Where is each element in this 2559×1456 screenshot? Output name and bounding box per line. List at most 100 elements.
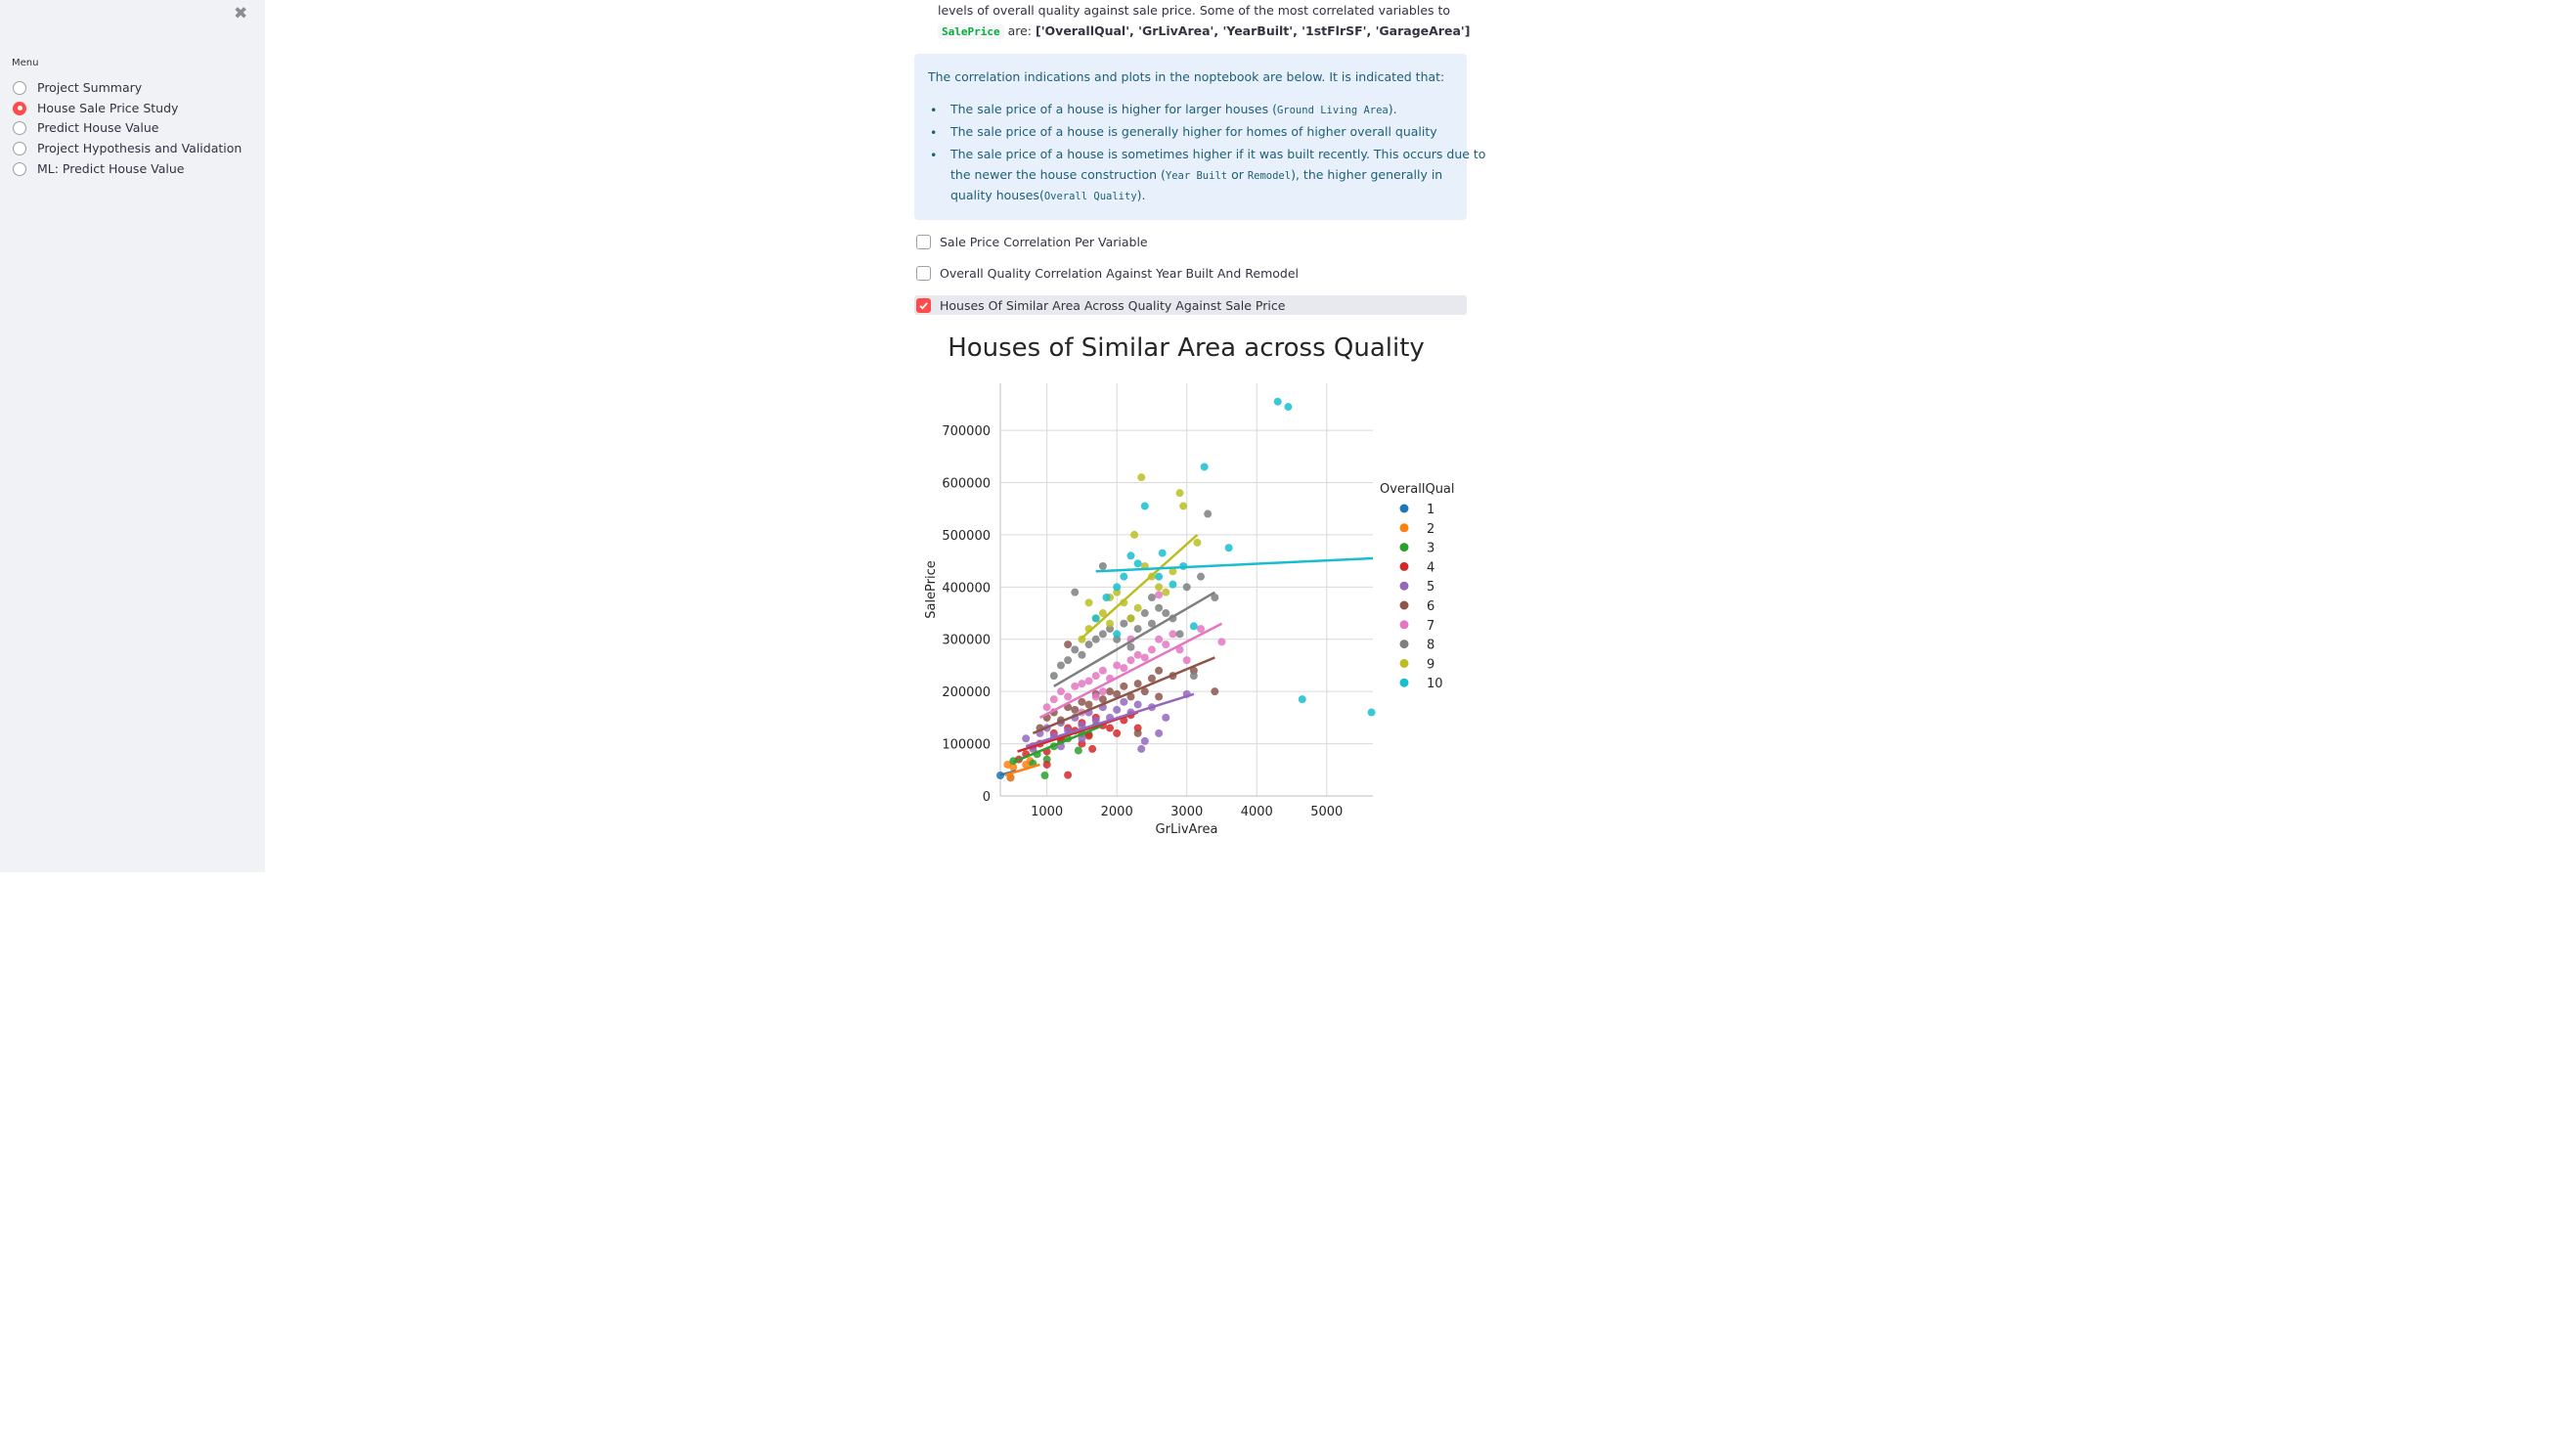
scatter-point: [1182, 656, 1191, 665]
y-axis-label: SalePrice: [924, 560, 939, 619]
y-tick-label: 300000: [942, 634, 991, 648]
legend-label: 3: [1427, 542, 1434, 556]
checkbox-unchecked-icon[interactable]: [916, 265, 931, 281]
scatter-point: [1217, 638, 1226, 646]
scatter-point: [1064, 640, 1073, 649]
x-axis-label: GrLivArea: [1156, 822, 1218, 837]
y-tick-label: 200000: [942, 685, 991, 700]
legend-marker: [1399, 581, 1409, 591]
scatter-point: [1155, 728, 1164, 737]
nav-radio-item[interactable]: Project Hypothesis and Validation: [13, 139, 242, 157]
regression-line: [1004, 763, 1040, 776]
checkbox-row[interactable]: Overall Quality Correlation Against Year…: [914, 263, 1467, 283]
nav-radio-label: House Sale Price Study: [37, 101, 179, 115]
nav-radio-label: Project Summary: [37, 80, 143, 95]
scatter-point: [1140, 609, 1149, 618]
nav-radio-item[interactable]: ML: Predict House Value: [13, 159, 184, 178]
intro-text-are: are:: [1007, 23, 1033, 38]
info-bullet-3: The sale price of a house is sometimes h…: [950, 147, 1486, 202]
scatter-point: [1133, 625, 1142, 634]
info-alert: The correlation indications and plots in…: [914, 54, 1485, 220]
checkbox-unchecked-icon[interactable]: [916, 234, 931, 249]
bullet-dot: •: [930, 103, 938, 117]
scatter-point: [1088, 744, 1097, 753]
scatter-point: [1091, 716, 1100, 725]
scatter-point: [1056, 661, 1065, 670]
scatter-point: [1175, 645, 1184, 654]
scatter-point: [1179, 502, 1188, 510]
scatter-point: [1120, 682, 1128, 690]
scatter-point: [1064, 771, 1073, 779]
y-tick-label: 600000: [942, 476, 991, 491]
scatter-point: [1126, 614, 1135, 623]
scatter-point: [1126, 642, 1135, 651]
nav-radio-label: Predict House Value: [37, 120, 159, 135]
x-tick-label: 3000: [1170, 805, 1203, 819]
scatter-point: [1064, 692, 1073, 701]
scatter-point: [1009, 763, 1018, 772]
nav-radio-label: ML: Predict House Value: [37, 161, 185, 176]
scatter-point: [1071, 682, 1080, 690]
checkbox-row[interactable]: Sale Price Correlation Per Variable: [914, 232, 1467, 251]
scatter-point: [1113, 689, 1122, 698]
scatter-point: [1158, 549, 1167, 557]
scatter-point: [1147, 594, 1156, 602]
scatter-point: [1162, 588, 1170, 596]
scatter-point: [1102, 594, 1111, 602]
radio-unchecked-icon[interactable]: [13, 161, 26, 176]
nav-radio-item[interactable]: Predict House Value: [13, 118, 159, 137]
chart-title: Houses of Similar Area across Quality: [948, 333, 1425, 363]
regression-line: [1095, 556, 1374, 573]
scatter-point: [1162, 609, 1170, 618]
scatter-point: [1078, 697, 1086, 706]
scatter-point: [1106, 724, 1115, 732]
x-tick-label: 1000: [1031, 805, 1063, 819]
scatter-point: [1049, 695, 1058, 704]
scatter-point: [1155, 692, 1164, 701]
info-bullet-1: The sale price of a house is higher for …: [950, 102, 1397, 116]
checkbox-checked-icon[interactable]: [916, 297, 931, 313]
scatter-point: [1091, 672, 1100, 681]
scatter-point: [1106, 619, 1115, 628]
y-tick-label: 100000: [942, 738, 991, 753]
scatter-point: [1273, 397, 1282, 406]
x-tick-label: 5000: [1310, 805, 1343, 819]
legend-marker: [1399, 523, 1409, 533]
scatter-point: [1147, 645, 1156, 654]
scatter-point: [1155, 666, 1164, 675]
scatter-point: [1098, 666, 1107, 675]
scatter-point: [1126, 552, 1135, 560]
scatter-point: [1084, 731, 1093, 740]
y-tick-label: 700000: [942, 424, 991, 439]
x-tick-label: 2000: [1101, 805, 1133, 819]
legend-label: 7: [1427, 619, 1434, 634]
scatter-point: [1193, 538, 1202, 547]
radio-unchecked-icon[interactable]: [13, 80, 26, 95]
legend-label: 2: [1427, 522, 1434, 537]
scatter-point: [1078, 734, 1086, 743]
scatter-point: [1169, 580, 1177, 589]
scatter-point: [1022, 734, 1031, 743]
scatter-point: [1133, 559, 1142, 568]
intro-correlated-vars: ['OverallQual', 'GrLivArea', 'YearBuilt'…: [1036, 23, 1471, 38]
regression-line: [1025, 692, 1195, 748]
legend-label: 9: [1427, 657, 1434, 672]
nav-radio-item[interactable]: House Sale Price Study: [13, 99, 178, 117]
scatter-point: [1284, 403, 1293, 412]
close-icon[interactable]: ✖: [234, 4, 248, 23]
radio-unchecked-icon[interactable]: [13, 141, 26, 155]
nav-radio-item[interactable]: Project Summary: [13, 78, 142, 97]
legend-label: 8: [1427, 639, 1434, 653]
radio-unchecked-icon[interactable]: [13, 120, 26, 135]
scatter-point: [1175, 630, 1184, 639]
legend-marker: [1399, 640, 1409, 649]
checkbox-row[interactable]: Houses Of Similar Area Across Quality Ag…: [914, 295, 1467, 315]
scatter-point: [1155, 635, 1164, 643]
radio-checked-icon[interactable]: [13, 101, 26, 115]
scatter-point: [1071, 645, 1080, 654]
scatter-point: [1189, 672, 1198, 681]
scatter-point: [1074, 746, 1082, 755]
regression-line: [1080, 533, 1199, 640]
scatter-point: [1126, 656, 1135, 665]
scatter-point: [1147, 674, 1156, 683]
